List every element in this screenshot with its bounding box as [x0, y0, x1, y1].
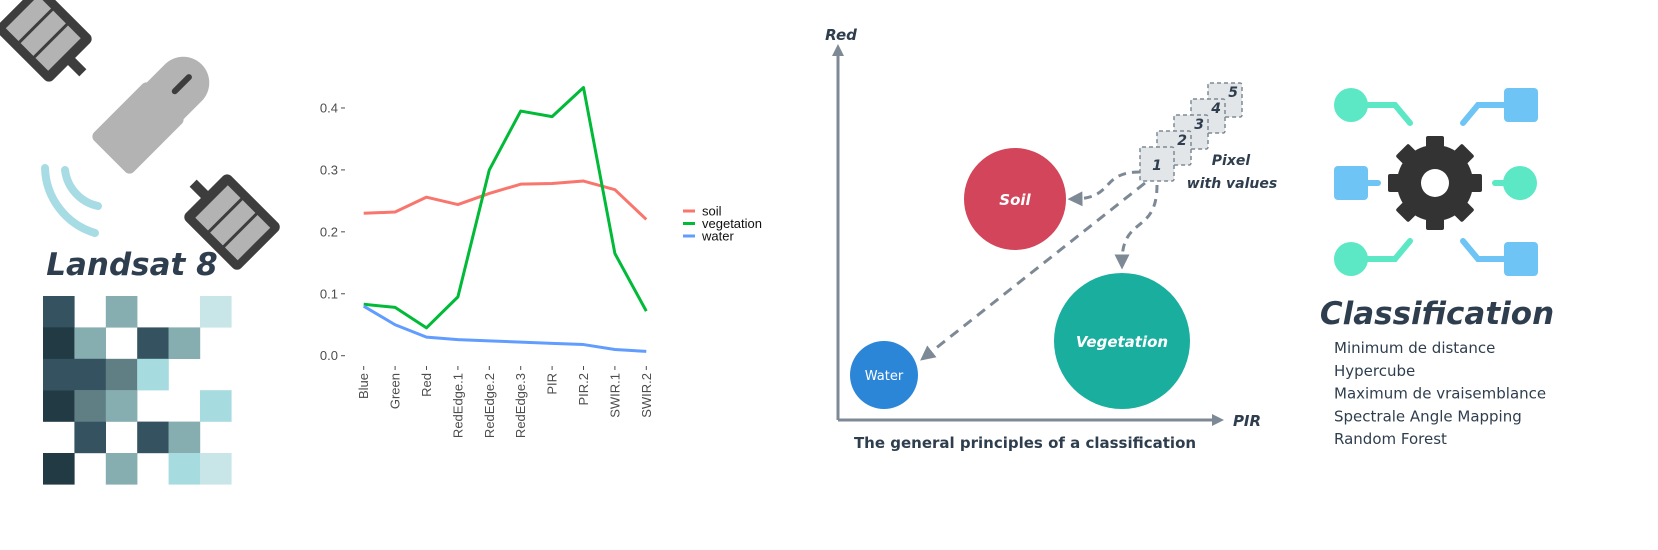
y-tick-label: 0.1 [320, 286, 338, 301]
method-item: Hypercube [1334, 362, 1415, 380]
pixel-label: Pixel [1212, 153, 1251, 169]
mosaic-cell [74, 327, 106, 359]
x-tick-label: Red [419, 373, 434, 397]
mosaic-cell [168, 421, 201, 454]
x-tick-label: SWIR.2 [639, 373, 654, 418]
method-item: Maximum de vraisemblance [1334, 385, 1546, 403]
mosaic-cell [200, 453, 232, 485]
mosaic-cell [43, 296, 75, 328]
classification-diagram: Red PIR The general principles of a clas… [825, 26, 1277, 452]
mosaic-cell [137, 327, 169, 359]
mosaic-cell [168, 453, 201, 485]
mosaic-cell [168, 327, 201, 359]
mosaic-cell [43, 390, 75, 422]
landsat-title: Landsat 8 [46, 247, 217, 283]
mosaic-cell [105, 358, 138, 391]
mosaic-cell [43, 327, 75, 359]
y-tick-label: 0.2 [320, 224, 338, 239]
method-item: Random Forest [1334, 430, 1447, 448]
series-line [363, 86, 648, 330]
mosaic-cell [200, 296, 232, 328]
mosaic-cell [43, 358, 75, 391]
pixel-number: 5 [1228, 85, 1238, 101]
satellite-icon [0, 0, 280, 270]
x-tick-label: SWIR.1 [607, 373, 622, 418]
gear-icon [1334, 88, 1538, 276]
method-list: Minimum de distance Hypercube Maximum de v… [1334, 339, 1546, 448]
caption: The general principles of a classificati… [854, 434, 1196, 452]
classification-title: Classification [1320, 296, 1554, 332]
mosaic-cell [137, 358, 169, 391]
mosaic-cell [43, 453, 75, 485]
x-tick-label: RedEdge.1 [450, 373, 465, 438]
series-line [362, 304, 647, 353]
pixel-number: 4 [1210, 101, 1221, 117]
y-tick-label: 0.3 [320, 162, 338, 177]
legend-label: soil [702, 204, 722, 219]
mosaic-cell [105, 296, 138, 328]
class-label: Vegetation [1076, 333, 1168, 351]
x-axis-label: PIR [1233, 412, 1261, 430]
class-label: Soil [999, 191, 1031, 209]
x-tick-label: Green [388, 373, 403, 409]
pixel-number: 1 [1152, 158, 1162, 174]
mosaic-cell [74, 390, 106, 422]
pixel-mosaic [43, 296, 232, 485]
x-tick-label: PIR.2 [576, 373, 591, 406]
method-item: Minimum de distance [1334, 339, 1495, 357]
mosaic-cell [137, 421, 169, 454]
mosaic-cell [200, 390, 232, 422]
legend-label: water [701, 229, 734, 244]
y-axis-label: Red [825, 26, 857, 44]
legend-label: vegetation [702, 216, 762, 231]
series-line [363, 179, 648, 221]
x-tick-label: PIR [545, 373, 560, 395]
pixel-box [1139, 146, 1175, 182]
pixel-number: 2 [1177, 133, 1187, 149]
y-tick-label: 0.0 [320, 348, 338, 363]
method-item: Spectrale Angle Mapping [1334, 407, 1522, 425]
pixel-label: with values [1187, 176, 1277, 192]
line-chart: 0.0 0.1 0.2 0.3 0.4 Blue Green Red RedEdge.1 RedE… [320, 86, 762, 438]
x-tick-label: Blue [356, 373, 371, 399]
x-tick-label: RedEdge.3 [513, 373, 528, 438]
mosaic-cell [74, 421, 106, 454]
x-tick-label: RedEdge.2 [482, 373, 497, 438]
y-tick-label: 0.4 [320, 100, 338, 115]
mosaic-cell [105, 453, 138, 485]
mosaic-cell [105, 390, 138, 422]
mosaic-cell [74, 358, 106, 391]
pixel-number: 3 [1194, 117, 1204, 133]
class-label: Water [865, 369, 904, 384]
